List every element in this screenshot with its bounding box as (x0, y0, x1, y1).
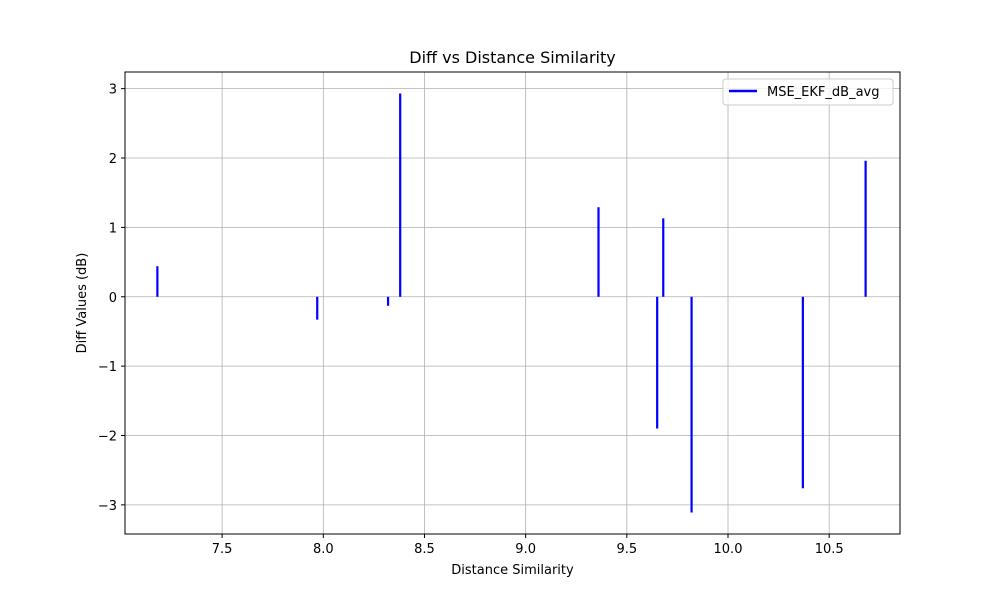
y-axis-label: Diff Values (dB) (75, 253, 90, 354)
y-tick-label: −3 (98, 499, 117, 514)
y-tick-label: −2 (98, 429, 117, 444)
chart-title: Diff vs Distance Similarity (409, 48, 615, 67)
x-tick-label: 10.5 (815, 542, 844, 557)
y-tick-label: 2 (109, 152, 117, 167)
x-axis-label: Distance Similarity (451, 563, 574, 578)
x-tick-label: 8.0 (313, 542, 334, 557)
y-tick-label: −1 (98, 360, 117, 375)
x-axis-ticks: 7.5 8.0 8.5 9.0 9.5 10.0 10.5 (212, 534, 844, 557)
plot-frame (124, 71, 901, 535)
x-tick-label: 9.0 (515, 542, 536, 557)
grid (125, 72, 900, 534)
x-tick-label: 8.5 (414, 542, 435, 557)
y-axis-ticks: −3 −2 −1 0 1 2 3 (98, 83, 125, 514)
legend: MSE_EKF_dB_avg (722, 78, 894, 106)
x-tick-label: 7.5 (212, 542, 233, 557)
legend-entry-label: MSE_EKF_dB_avg (767, 85, 879, 100)
y-tick-label: 0 (109, 291, 117, 306)
y-tick-label: 1 (109, 221, 117, 236)
legend-box (722, 78, 894, 106)
y-tick-label: 3 (109, 83, 117, 98)
x-tick-label: 9.5 (616, 542, 637, 557)
x-tick-label: 10.0 (714, 542, 743, 557)
stems (156, 93, 867, 513)
